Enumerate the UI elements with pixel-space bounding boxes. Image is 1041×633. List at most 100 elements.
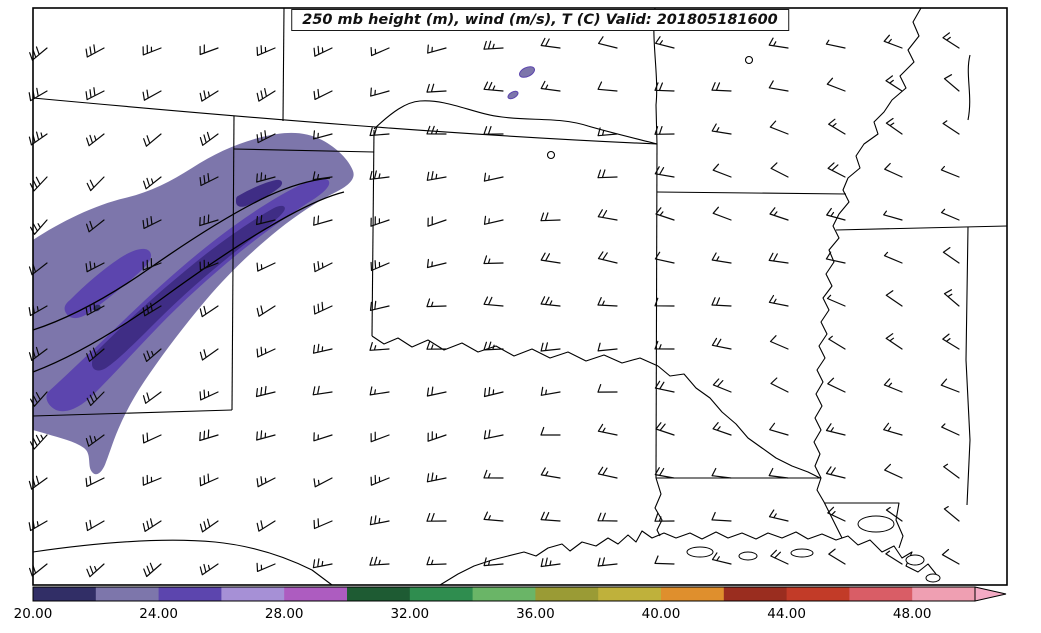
wind-barb — [256, 130, 276, 144]
colorbar-tick-label: 36.00 — [516, 606, 555, 622]
wind-barb — [826, 207, 846, 221]
wind-barb — [85, 87, 105, 101]
wind-barb — [711, 82, 732, 92]
wind-barb — [768, 252, 789, 264]
wind-barb — [655, 36, 675, 49]
wind-barb — [770, 162, 789, 178]
wind-barb — [655, 422, 675, 436]
wind-barb — [483, 215, 504, 225]
wind-barb — [828, 335, 846, 350]
wind-barb — [142, 432, 162, 444]
wind-barb — [655, 207, 675, 221]
wind-barb — [256, 562, 276, 572]
wind-barb — [885, 550, 903, 565]
wind-barb — [426, 125, 447, 135]
wind-barb — [942, 32, 960, 49]
wind-barb — [85, 434, 105, 447]
wind-barb — [654, 166, 675, 178]
colorbar-segment — [347, 587, 411, 601]
wind-barb — [711, 252, 732, 264]
wind-barb — [426, 298, 447, 308]
wind-barb — [199, 429, 219, 442]
wind-barb — [943, 289, 960, 307]
wind-barb — [827, 506, 846, 522]
wind-barb — [769, 120, 789, 135]
colorbar-tick-label: 24.00 — [139, 606, 178, 622]
colorbar-segment — [221, 587, 285, 601]
wind-barb — [85, 475, 105, 487]
wind-barb — [654, 82, 675, 92]
map-line-gulf-coastline — [439, 530, 937, 586]
map-line-rio-grande — [32, 539, 333, 586]
wind-barb — [483, 511, 504, 522]
colorbar-segment — [409, 587, 474, 601]
wind-barb — [597, 169, 618, 179]
wind-barb — [312, 385, 333, 396]
wind-barb — [597, 297, 618, 307]
wind-barb — [199, 473, 219, 487]
wind-barb — [597, 384, 618, 393]
wind-barb — [256, 476, 276, 488]
wind-barb — [940, 165, 960, 178]
wind-barb — [883, 34, 903, 49]
wind-barb — [28, 346, 48, 361]
wind-barb — [825, 423, 846, 436]
wind-barb — [313, 477, 333, 488]
wind-barb — [370, 87, 390, 97]
wind-barb — [313, 130, 333, 140]
colorbar-border — [32, 586, 976, 602]
wind-barb — [199, 348, 219, 361]
wind-barb — [370, 216, 390, 227]
wind-barb — [597, 512, 618, 522]
map-line-nm-tx-border — [231, 115, 235, 411]
wind-barb — [654, 251, 675, 264]
wind-barb — [369, 556, 390, 566]
wind-barb — [540, 37, 561, 49]
map-line-river-top-center — [373, 100, 658, 145]
wind-barb — [86, 391, 105, 407]
wind-barb — [540, 252, 561, 264]
wind-barb — [654, 380, 675, 393]
map-line-tx-panhandle-north — [233, 148, 375, 153]
wind-barb — [540, 80, 561, 92]
wind-barb — [943, 463, 960, 479]
wind-barb — [85, 519, 105, 532]
wind-barb — [370, 47, 390, 57]
wind-barb — [654, 555, 675, 565]
wind-barb — [942, 120, 960, 135]
wind-barb — [85, 261, 105, 273]
isolated-patch-b — [507, 90, 519, 100]
wind-barb — [597, 81, 618, 92]
wind-barb — [712, 206, 732, 221]
wind-barb — [86, 176, 105, 192]
lake-outline — [686, 546, 714, 558]
wind-barb — [199, 563, 219, 576]
wind-barb — [711, 467, 732, 479]
wind-barb — [769, 207, 789, 221]
wind-barb — [28, 304, 48, 317]
wind-barb — [199, 131, 219, 146]
wind-barb — [370, 260, 390, 272]
wind-barb — [828, 548, 846, 565]
wind-barb — [426, 472, 447, 483]
wind-barb — [199, 259, 219, 271]
wind-barb — [826, 77, 846, 92]
colorbar-segment — [786, 587, 850, 601]
map-line-parallel-37n — [32, 97, 658, 145]
wind-barb — [199, 90, 219, 102]
colorbar-tick-label: 20.00 — [14, 606, 53, 622]
map-line-mo-ar-border — [656, 191, 847, 195]
calm-wind-circle — [744, 55, 754, 65]
wind-barb — [768, 80, 789, 92]
wind-barb — [884, 463, 903, 479]
colorbar-segment — [158, 587, 222, 601]
wind-barb — [370, 474, 390, 486]
wind-barb — [597, 423, 618, 436]
wind-barb — [540, 386, 561, 396]
wind-barb — [256, 346, 276, 358]
wind-barb — [142, 391, 162, 404]
colorbar-segment — [912, 587, 976, 601]
colorbar-segment — [33, 587, 97, 601]
wind-barb — [313, 301, 333, 315]
wind-barb — [142, 258, 162, 271]
